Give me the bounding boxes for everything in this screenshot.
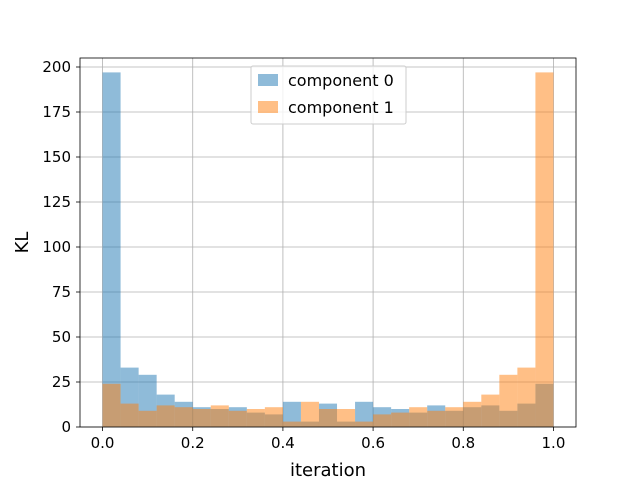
y-tick-label: 75 [52,283,71,301]
legend: component 0 component 1 [250,65,407,125]
bar-component-1-bin-23 [517,367,536,427]
bar-component-1-bin-20 [463,401,482,427]
y-tick-label: 25 [52,373,71,391]
plot-frame [79,57,577,428]
bar-component-1-bin-3 [156,405,175,427]
legend-swatch-component-0 [258,74,278,86]
x-tick-label: 1.0 [542,434,566,452]
y-tick-label: 50 [52,328,71,346]
bar-component-1-bin-9 [264,407,283,427]
y-tick-label: 125 [42,193,71,211]
bar-component-1-bin-21 [481,394,500,427]
y-tick-label: 0 [61,418,71,436]
legend-box [250,65,407,125]
bar-component-1-bin-1 [120,403,139,427]
bar-component-1-bin-7 [228,410,247,427]
x-axis-ticks: 0.0 0.2 0.4 0.6 0.8 1.0 [91,427,566,452]
bar-component-1-bin-17 [409,407,428,427]
y-tick-label: 100 [42,238,71,256]
legend-label-component-0: component 0 [288,71,394,90]
bar-component-1-bin-18 [427,410,446,427]
bar-component-1-bin-15 [373,414,392,427]
bar-component-0-bin-0 [102,72,121,428]
bar-component-1-bin-0 [102,383,121,427]
y-axis-ticks: 0 25 50 75 100 125 150 175 200 [42,58,80,436]
y-axis-label: KL [12,232,33,254]
legend-swatch-component-1 [258,101,278,113]
x-tick-label: 0.4 [271,434,295,452]
legend-label-component-1: component 1 [288,98,394,117]
bar-component-1-bin-13 [337,409,356,427]
bar-component-1-bin-10 [282,421,301,427]
bar-component-1-bin-4 [174,407,193,427]
bar-component-1-bin-24 [535,72,554,428]
bars-layer [102,72,554,428]
bar-component-1-bin-2 [138,410,157,427]
bar-component-1-bin-22 [499,374,518,427]
x-tick-label: 0.6 [361,434,385,452]
bar-component-1-bin-12 [318,409,338,427]
bar-component-1-bin-14 [355,421,374,427]
bar-component-1-bin-16 [391,412,410,427]
x-tick-label: 0.8 [451,434,475,452]
bar-component-1-bin-8 [246,409,265,427]
bar-component-0-bin-14 [355,401,374,427]
bar-component-1-bin-19 [445,407,464,427]
x-tick-label: 0.2 [181,434,205,452]
y-tick-label: 175 [42,103,71,121]
x-axis-label: iteration [290,460,366,480]
x-tick-label: 0.0 [91,434,115,452]
bar-component-1-bin-5 [192,409,211,427]
y-tick-label: 200 [42,58,71,76]
bar-component-0-bin-10 [282,401,301,427]
y-tick-label: 150 [42,148,71,166]
bar-component-1-bin-11 [300,401,319,427]
bar-component-1-bin-6 [210,405,229,427]
